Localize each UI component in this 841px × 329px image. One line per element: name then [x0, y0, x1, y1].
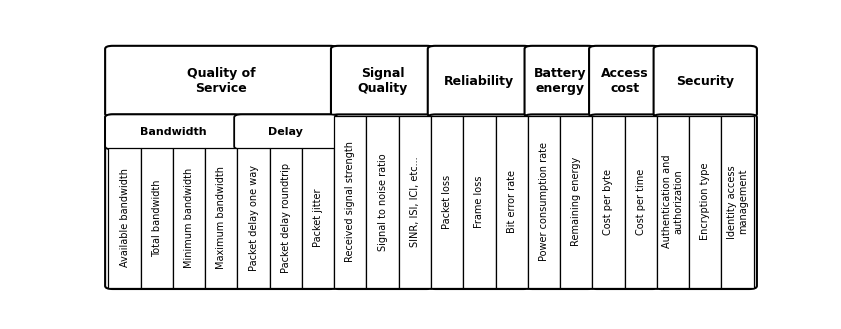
Bar [463, 116, 495, 288]
FancyBboxPatch shape [105, 46, 337, 117]
FancyBboxPatch shape [589, 114, 660, 289]
Bar [495, 116, 528, 288]
Text: Security: Security [676, 75, 734, 88]
FancyBboxPatch shape [653, 46, 757, 117]
FancyBboxPatch shape [331, 114, 434, 289]
FancyBboxPatch shape [653, 114, 757, 289]
Text: Battery
energy: Battery energy [534, 67, 586, 95]
Bar [334, 116, 367, 288]
Text: Encryption type: Encryption type [701, 163, 711, 240]
Text: Quality of
Service: Quality of Service [187, 67, 256, 95]
Text: Packet delay one way: Packet delay one way [249, 165, 258, 271]
FancyBboxPatch shape [105, 114, 241, 149]
Bar [689, 116, 722, 288]
Bar [367, 116, 399, 288]
Text: Bit error rate: Bit error rate [506, 170, 516, 233]
Text: Cost per time: Cost per time [636, 168, 646, 235]
Text: Reliability: Reliability [444, 75, 515, 88]
Text: Bandwidth: Bandwidth [140, 127, 206, 137]
Text: Access
cost: Access cost [600, 67, 648, 95]
FancyBboxPatch shape [428, 46, 531, 117]
Bar [431, 116, 463, 288]
Text: Identity access
management: Identity access management [727, 165, 748, 239]
Bar [528, 116, 560, 288]
FancyBboxPatch shape [234, 114, 337, 149]
FancyBboxPatch shape [428, 114, 531, 289]
Text: Authentication and
authorization: Authentication and authorization [662, 155, 684, 248]
Bar [237, 148, 270, 288]
Bar [205, 148, 237, 288]
Text: Packet jitter: Packet jitter [313, 189, 323, 247]
Bar [140, 148, 173, 288]
Bar [625, 116, 657, 288]
Text: Delay: Delay [268, 127, 304, 137]
Bar [270, 148, 302, 288]
Text: Received signal strength: Received signal strength [346, 141, 356, 262]
Text: Available bandwidth: Available bandwidth [119, 168, 130, 267]
Text: Signal
Quality: Signal Quality [357, 67, 408, 95]
Text: Packet delay roundtrip: Packet delay roundtrip [281, 163, 291, 273]
Text: Remaining energy: Remaining energy [571, 157, 581, 246]
Text: Frame loss: Frame loss [474, 175, 484, 228]
Bar [657, 116, 689, 288]
Text: Power consumption rate: Power consumption rate [539, 142, 549, 261]
Bar [302, 148, 334, 288]
Bar [560, 116, 592, 288]
Bar [722, 116, 754, 288]
Text: SINR, ISI, ICI, etc...: SINR, ISI, ICI, etc... [410, 156, 420, 247]
FancyBboxPatch shape [331, 46, 434, 117]
Bar [108, 148, 140, 288]
FancyBboxPatch shape [105, 114, 337, 289]
Text: Maximum bandwidth: Maximum bandwidth [216, 166, 226, 269]
Bar [173, 148, 205, 288]
Bar [399, 116, 431, 288]
Text: Signal to noise ratio: Signal to noise ratio [378, 153, 388, 250]
FancyBboxPatch shape [525, 46, 595, 117]
Text: Minimum bandwidth: Minimum bandwidth [184, 168, 194, 268]
Text: Packet loss: Packet loss [442, 175, 452, 229]
Text: Cost per byte: Cost per byte [604, 169, 613, 235]
Text: Total bandwidth: Total bandwidth [151, 179, 161, 257]
Bar [592, 116, 625, 288]
FancyBboxPatch shape [589, 46, 660, 117]
FancyBboxPatch shape [525, 114, 595, 289]
